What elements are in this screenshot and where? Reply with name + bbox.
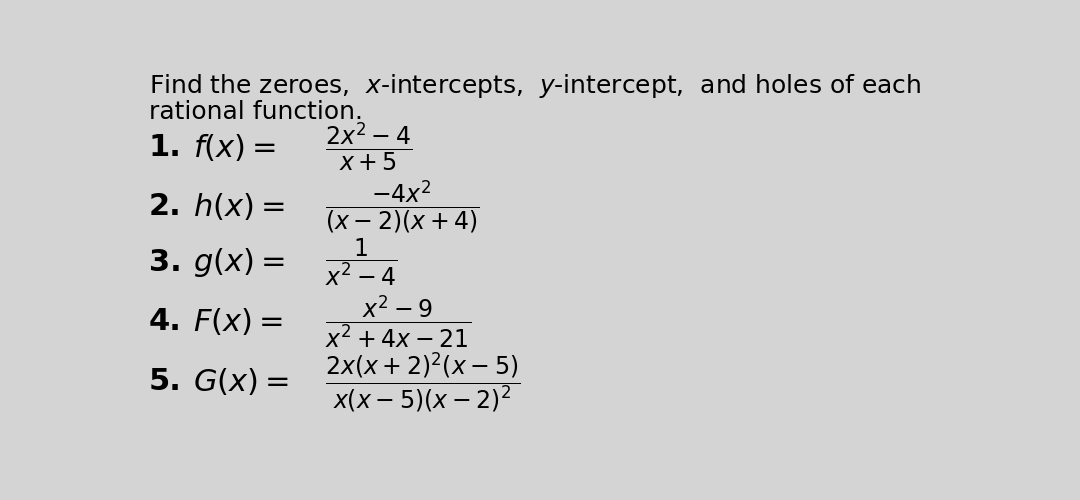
Text: $\dfrac{2x(x+2)^2(x-5)}{x(x-5)(x-2)^2}$: $\dfrac{2x(x+2)^2(x-5)}{x(x-5)(x-2)^2}$	[325, 350, 521, 414]
Text: 3.: 3.	[149, 248, 181, 277]
Text: 1.: 1.	[149, 132, 181, 162]
Text: $g(x) = $: $g(x) = $	[193, 246, 285, 279]
Text: $G(x) = $: $G(x) = $	[193, 366, 289, 398]
Text: $\dfrac{x^2-9}{x^2+4x-21}$: $\dfrac{x^2-9}{x^2+4x-21}$	[325, 294, 471, 350]
Text: $\dfrac{2x^2-4}{x+5}$: $\dfrac{2x^2-4}{x+5}$	[325, 120, 413, 174]
Text: 4.: 4.	[149, 308, 181, 336]
Text: $f(x) = $: $f(x) = $	[193, 132, 276, 162]
Text: Find the zeroes,  $x$-intercepts,  $y$-intercept,  and holes of each: Find the zeroes, $x$-intercepts, $y$-int…	[149, 72, 921, 100]
Text: $\dfrac{1}{x^2-4}$: $\dfrac{1}{x^2-4}$	[325, 236, 397, 288]
Text: 5.: 5.	[149, 368, 181, 396]
Text: $h(x) = $: $h(x) = $	[193, 191, 285, 222]
Text: rational function.: rational function.	[149, 100, 363, 124]
Text: 2.: 2.	[149, 192, 181, 221]
Text: $\dfrac{-4x^2}{(x-2)(x+4)}$: $\dfrac{-4x^2}{(x-2)(x+4)}$	[325, 178, 480, 234]
Text: $F(x) = $: $F(x) = $	[193, 306, 283, 338]
